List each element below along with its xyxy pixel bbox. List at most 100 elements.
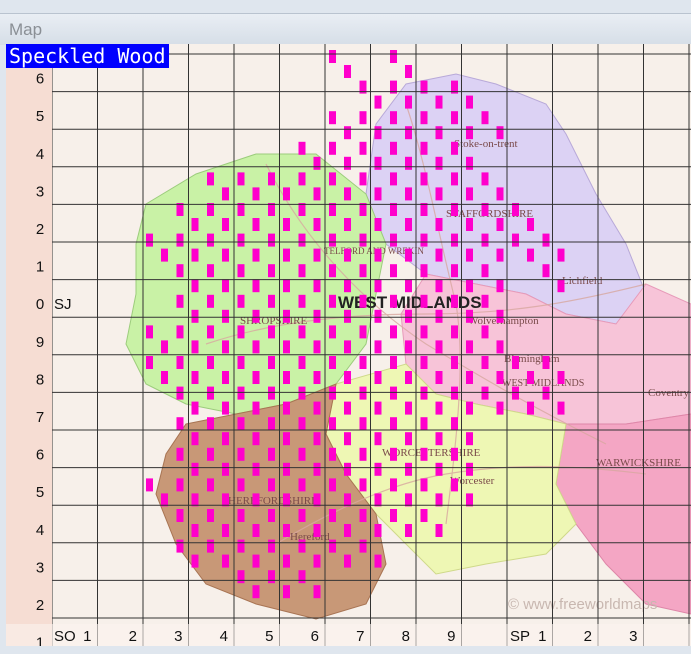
record-marker <box>359 203 367 216</box>
record-marker <box>481 356 489 369</box>
record-marker <box>176 417 184 431</box>
record-marker <box>405 95 412 109</box>
record-marker <box>329 478 336 492</box>
map-label-wolverhampton: Wolverhampton <box>468 315 539 327</box>
record-marker <box>557 371 565 384</box>
record-marker <box>298 172 306 186</box>
record-marker <box>390 294 397 308</box>
record-marker <box>405 371 412 384</box>
record-marker <box>405 65 412 78</box>
record-marker <box>390 386 397 400</box>
record-marker <box>329 386 336 400</box>
species-name: Speckled Wood <box>6 44 169 68</box>
record-marker <box>466 493 473 507</box>
record-marker <box>207 233 214 247</box>
record-marker <box>161 340 168 354</box>
row-label: 8 <box>36 371 44 388</box>
grid-square-label-so: SO <box>54 628 76 645</box>
record-marker <box>329 417 336 431</box>
record-marker <box>298 141 306 155</box>
record-marker <box>268 539 275 553</box>
record-marker <box>435 401 443 415</box>
row-label: 3 <box>36 183 44 200</box>
record-marker <box>359 447 367 461</box>
col-label: 2 <box>129 628 137 645</box>
record-marker <box>237 203 245 216</box>
record-marker <box>451 447 458 461</box>
herefordshire-region <box>155 383 387 620</box>
record-marker <box>374 156 382 170</box>
record-marker <box>466 95 473 109</box>
record-marker <box>283 279 290 293</box>
record-marker <box>283 432 290 446</box>
record-marker <box>405 432 412 446</box>
record-marker <box>268 417 275 431</box>
record-marker <box>420 264 428 278</box>
record-marker <box>313 340 321 354</box>
row-label: 2 <box>36 221 44 238</box>
record-marker <box>557 279 565 293</box>
record-marker <box>435 462 443 476</box>
record-marker <box>451 172 458 186</box>
record-marker <box>512 356 519 369</box>
record-marker <box>268 294 275 308</box>
record-marker <box>313 309 321 323</box>
record-marker <box>207 539 214 553</box>
record-marker <box>176 325 184 339</box>
record-marker <box>512 233 519 247</box>
record-marker <box>451 141 458 155</box>
record-marker <box>344 279 351 293</box>
record-marker <box>466 248 473 262</box>
record-marker <box>146 356 153 369</box>
record-marker <box>222 371 229 384</box>
record-marker <box>268 325 275 339</box>
record-marker <box>451 111 458 125</box>
record-marker <box>313 279 321 293</box>
record-marker <box>191 554 199 568</box>
record-marker <box>283 371 290 384</box>
map-canvas[interactable]: Stoke-on-trent STAFFORDSHIRE TELFORD AND W… <box>6 44 691 646</box>
record-marker <box>207 478 214 492</box>
record-marker <box>359 111 367 125</box>
record-marker <box>344 371 351 384</box>
record-marker <box>298 294 306 308</box>
record-marker <box>237 539 245 553</box>
record-marker <box>313 493 321 507</box>
row-label: 0 <box>36 296 44 313</box>
record-marker <box>207 203 214 216</box>
record-marker <box>390 356 397 369</box>
record-marker <box>451 264 458 278</box>
record-marker <box>176 233 184 247</box>
record-marker <box>451 233 458 247</box>
record-marker <box>405 187 412 201</box>
record-marker <box>435 95 443 109</box>
record-marker <box>207 356 214 369</box>
map-label-telford: TELFORD AND WREKIN <box>324 246 424 256</box>
record-marker <box>329 111 336 125</box>
record-marker <box>420 294 428 308</box>
record-marker <box>313 585 321 599</box>
record-marker <box>283 248 290 262</box>
record-marker <box>252 187 260 201</box>
map-label-herefordshire: HEREFORDSHIRE <box>228 495 318 507</box>
record-marker <box>176 294 184 308</box>
record-marker <box>481 386 489 400</box>
record-marker <box>405 218 412 231</box>
grid-square-label-sj: SJ <box>54 296 72 313</box>
record-marker <box>176 447 184 461</box>
record-marker <box>313 554 321 568</box>
record-marker <box>222 462 229 476</box>
record-marker <box>359 294 367 308</box>
record-marker <box>435 309 443 323</box>
record-marker <box>374 95 382 109</box>
record-marker <box>390 264 397 278</box>
record-marker <box>283 309 290 323</box>
record-marker <box>313 432 321 446</box>
record-marker <box>207 447 214 461</box>
record-marker <box>542 264 550 278</box>
record-marker <box>420 80 428 94</box>
record-marker <box>329 509 336 522</box>
row-label: 7 <box>36 409 44 426</box>
record-marker <box>298 386 306 400</box>
col-label: 8 <box>402 628 410 645</box>
